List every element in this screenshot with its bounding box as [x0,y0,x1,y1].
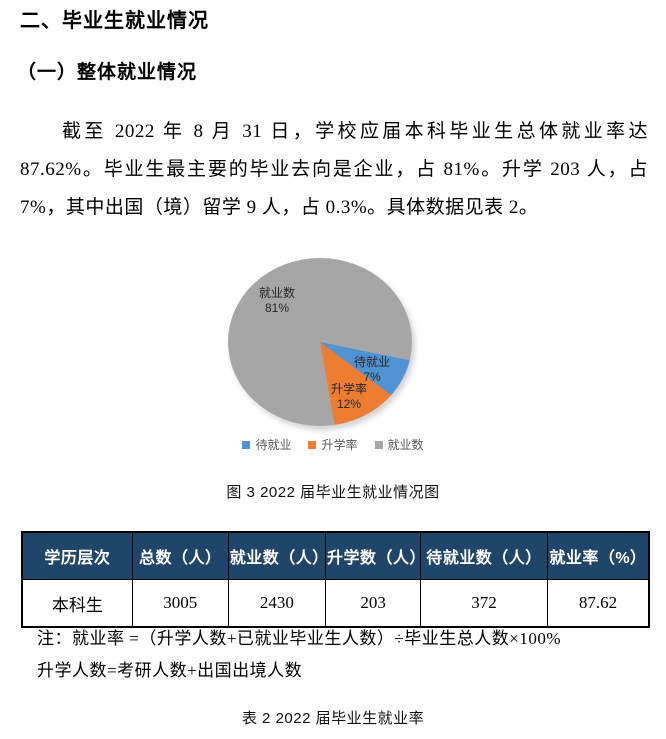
pie-label-employed-pct: 81% [264,301,290,315]
table-note-2: 升学人数=考研人数+出国出境人数 [37,661,303,680]
cell-employed: 2430 [227,579,326,628]
figure-caption: 图 3 2022 届毕业生就业情况图 [226,484,440,501]
legend-swatch-orange-icon [308,440,317,449]
table-header-row: 学历层次 总数（人） 就业数（人） 升学数（人） 待就业数（人） 就业率（%） [21,531,650,580]
pie-label-further-pct: 12% [336,397,362,411]
cell-rate: 87.62 [546,579,650,628]
table-row: 本科生 3005 2430 203 372 87.62 [21,579,650,628]
legend-item-employed: 就业数 [374,436,424,453]
table-note-1: 注：就业率 =（升学人数+已就业毕业生人数）÷毕业生总人数×100% [37,629,562,648]
legend-label-employed: 就业数 [387,438,424,452]
pie-label-further-text: 升学率 [330,382,367,396]
legend-item-pending: 待就业 [242,436,291,453]
col-header-rate: 就业率（%） [546,531,650,580]
cell-total: 3005 [131,579,229,628]
col-header-level: 学历层次 [21,531,133,580]
pie-label-employed-text: 就业数 [258,286,295,300]
pie-label-employed: 就业数 81% [237,286,317,316]
pie-label-further: 升学率 12% [309,382,389,412]
chart-legend: 待就业 升学率 就业数 [150,436,516,453]
col-header-further-study: 升学数（人） [324,531,425,580]
pie-label-pending: 待就业 7% [332,355,412,385]
subsection-heading: （一）整体就业情况 [17,62,198,83]
cell-level: 本科生 [21,579,133,628]
cell-pending: 372 [420,579,548,628]
col-header-employed: 就业数（人） [227,531,328,580]
legend-label-further: 升学率 [321,438,358,452]
pie-chart: 就业数 81% 待就业 7% 升学率 12% 待就业 升学率 就业数 [150,248,516,460]
employment-table: 学历层次 总数（人） 就业数（人） 升学数（人） 待就业数（人） 就业率（%） … [21,531,650,628]
col-header-pending: 待就业数（人） [420,531,548,580]
col-header-total: 总数（人） [131,531,229,580]
legend-swatch-blue-icon [242,440,251,449]
pie-label-pending-text: 待就业 [353,355,390,369]
legend-label-pending: 待就业 [255,438,292,452]
legend-item-further: 升学率 [308,436,358,453]
body-paragraph: 截至 2022 年 8 月 31 日，学校应届本科毕业生总体就业率达 87.62… [20,121,648,218]
pie-label-pending-pct: 7% [363,370,381,384]
legend-swatch-gray-icon [374,440,383,449]
pie-chart-plot [228,258,412,426]
cell-further-study: 203 [324,579,422,628]
section-heading: 二、毕业生就业情况 [20,10,209,32]
table-caption: 表 2 2022 届毕业生就业率 [241,710,425,727]
